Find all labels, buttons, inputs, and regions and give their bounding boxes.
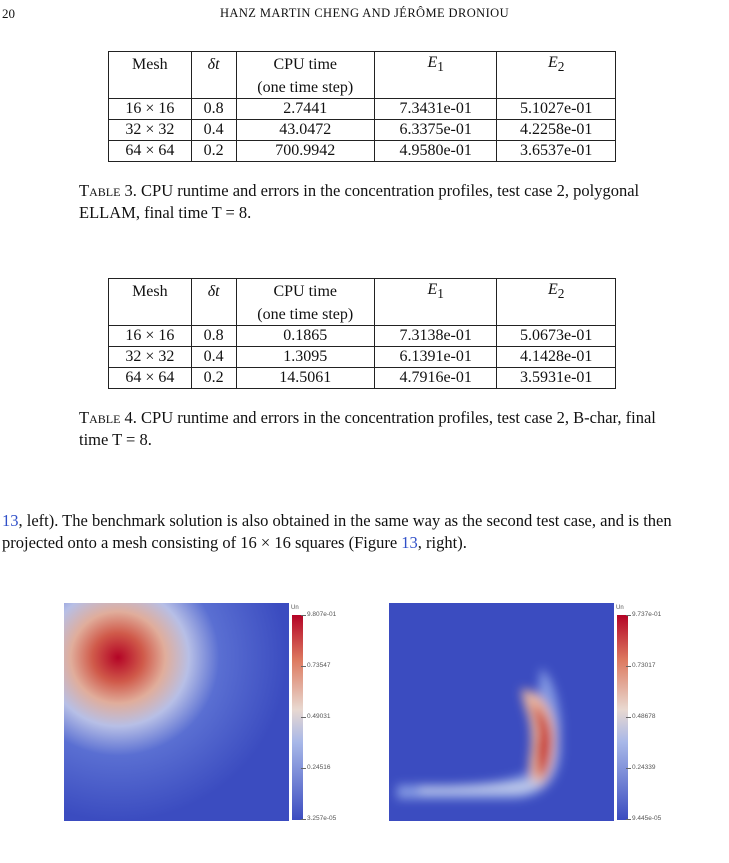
col-header-dt: δt xyxy=(190,278,237,306)
concentration-field-left xyxy=(64,603,289,821)
col-header-e2: E2 xyxy=(496,51,616,79)
figure-ref-link[interactable]: 13 xyxy=(401,533,418,552)
table-row: 16 × 16 0.8 0.1865 7.3138e-01 5.0673e-01 xyxy=(108,325,616,348)
table-subheader-row: (one time step) xyxy=(108,305,616,327)
table-header-row: Mesh δt CPU time E1 E2 xyxy=(108,51,616,79)
colorbar-tick: 3.257e-05 xyxy=(307,815,337,822)
figure-left-panel: Un 9.807e-01 0.73547 0.49031 0.24516 3.2… xyxy=(64,603,401,829)
table-row: 32 × 32 0.4 43.0472 6.3375e-01 4.2258e-01 xyxy=(108,119,616,142)
concentration-field-right xyxy=(389,603,614,821)
figure-ref-link[interactable]: 13 xyxy=(2,511,19,530)
col-header-cpu: CPU time xyxy=(235,51,375,79)
col-header-mesh: Mesh xyxy=(108,51,192,79)
col-header-e1: E1 xyxy=(373,51,498,79)
table-row: 32 × 32 0.4 1.3095 6.1391e-01 4.1428e-01 xyxy=(108,346,616,369)
table-4: Mesh δt CPU time E1 E2 (one time step) 1… xyxy=(108,278,616,390)
cpu-subheader: (one time step) xyxy=(235,78,375,100)
colorbar-tick: 0.73017 xyxy=(632,662,656,669)
colorbar-tick: 0.48678 xyxy=(632,713,656,720)
colorbar-tick: 0.24339 xyxy=(632,764,656,771)
table-3-caption: Table 3. CPU runtime and errors in the c… xyxy=(79,181,640,222)
table-row: 64 × 64 0.2 14.5061 4.7916e-01 3.5931e-01 xyxy=(108,367,616,390)
running-title: HANZ MARTIN CHENG AND JÉRÔME DRONIOU xyxy=(220,6,509,20)
colorbar-tick: 0.49031 xyxy=(307,713,331,720)
legend-title: Un xyxy=(291,605,299,611)
col-header-e1: E1 xyxy=(373,278,498,306)
table-3: Mesh δt CPU time E1 E2 (one time step) 1… xyxy=(108,51,616,163)
running-header: 20 HANZ MARTIN CHENG AND JÉRÔME DRONIOU xyxy=(0,6,729,26)
colorbar-left xyxy=(292,615,303,820)
col-header-e2: E2 xyxy=(496,278,616,306)
table-4-caption: Table 4. CPU runtime and errors in the c… xyxy=(79,408,656,449)
colorbar-tick: 0.24516 xyxy=(307,764,331,771)
col-header-dt: δt xyxy=(190,51,237,79)
col-header-cpu: CPU time xyxy=(235,278,375,306)
table-row: 16 × 16 0.8 2.7441 7.3431e-01 5.1027e-01 xyxy=(108,98,616,121)
colorbar-tick: 0.73547 xyxy=(307,662,331,669)
page-number: 20 xyxy=(2,6,15,21)
table-header-row: Mesh δt CPU time E1 E2 xyxy=(108,278,616,306)
colorbar-tick: 9.445e-05 xyxy=(632,815,662,822)
colorbar-tick: 9.737e-01 xyxy=(632,611,662,618)
table-subheader-row: (one time step) xyxy=(108,78,616,100)
col-header-mesh: Mesh xyxy=(108,278,192,306)
cpu-subheader: (one time step) xyxy=(235,305,375,327)
colorbar-right xyxy=(617,615,628,820)
legend-title: Un xyxy=(616,605,624,611)
colorbar-tick: 9.807e-01 xyxy=(307,611,337,618)
table-row: 64 × 64 0.2 700.9942 4.9580e-01 3.6537e-01 xyxy=(108,140,616,163)
figure-right-panel: Un 9.737e-01 0.73017 0.48678 0.24339 9.4… xyxy=(389,603,726,829)
body-paragraph: 13, left). The benchmark solution is als… xyxy=(2,511,672,552)
